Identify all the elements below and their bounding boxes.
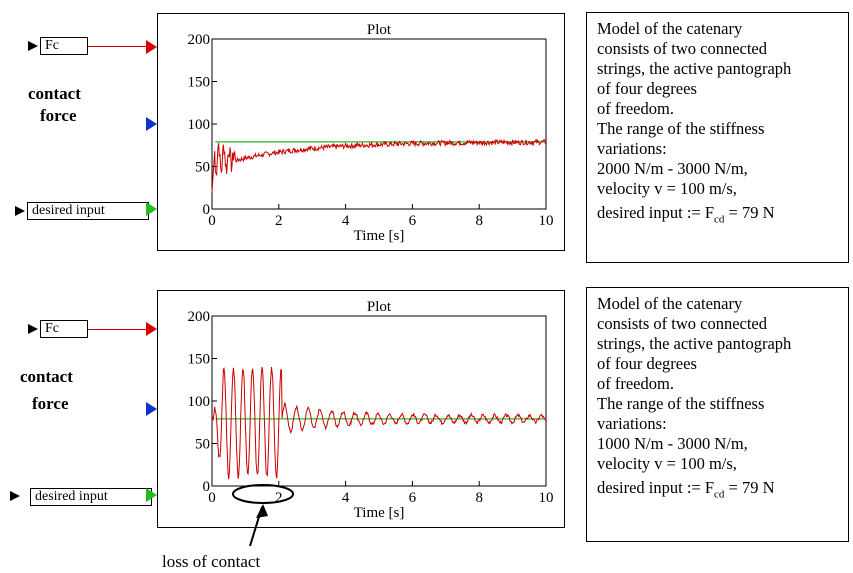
desc-line: of freedom. — [597, 374, 674, 393]
y-tick-label: 150 — [188, 352, 211, 368]
plot-area — [211, 38, 547, 210]
desc-line: The range of the stiffness — [597, 119, 765, 138]
x-tick-label: 6 — [409, 213, 417, 229]
desc-line: variations: — [597, 139, 667, 158]
x-axis-label: Time [s] — [354, 505, 405, 521]
fc-input-arrow-bottom — [28, 322, 40, 340]
desc-line: velocity v = 100 m/s, — [597, 179, 737, 198]
desired-input-arrow-bottom — [10, 489, 22, 507]
plot-svg-top: Plot 200 150 100 50 00 2 4 6 8 10 Time [s] — [188, 22, 554, 244]
y-tick-label: 200 — [188, 32, 211, 48]
desired-input-box-bottom[interactable]: desired input — [30, 488, 152, 506]
response-series-line — [211, 138, 547, 193]
fc-signal-box-top[interactable]: Fc — [40, 37, 88, 55]
x-tick-label: 2 — [275, 213, 283, 229]
x-tick-label: 0 — [208, 490, 216, 506]
desc-line: strings, the active pantograph — [597, 59, 792, 78]
loss-of-contact-ellipse — [232, 484, 294, 504]
x-tick-label: 6 — [409, 490, 417, 506]
y-tick-label: 150 — [188, 75, 211, 91]
desc-line: consists of two connected — [597, 314, 768, 333]
response-series-line — [211, 366, 547, 480]
desc-line: of four degrees — [597, 354, 697, 373]
fc-signal-box-bottom[interactable]: Fc — [40, 320, 88, 338]
plot-title: Plot — [367, 22, 392, 38]
fc-wire-top — [88, 46, 150, 47]
y-tick-label: 100 — [188, 394, 211, 410]
green-port-arrow-bottom — [146, 488, 158, 507]
plot-svg-bottom: Plot 200 150 100 50 00 2 4 6 8 10 Time [s] — [188, 299, 554, 521]
x-axis-label: Time [s] — [354, 228, 405, 244]
desc-line: 1000 N/m - 3000 N/m, — [597, 434, 748, 453]
desc-line: of freedom. — [597, 99, 674, 118]
desc-line: The range of the stiffness — [597, 394, 765, 413]
desc-line: of four degrees — [597, 79, 697, 98]
description-box-top: Model of the catenary consists of two co… — [586, 12, 849, 263]
force-label-bottom: force — [32, 394, 69, 413]
plot-panel-top: Plot 200 150 100 50 0 0 2 4 6 8 10 Time [s] — [157, 13, 565, 251]
desired-equation-bottom: desired input := Fcd = 79 N — [597, 478, 775, 501]
x-tick-label: 2 — [275, 490, 283, 506]
force-label-top: force — [40, 106, 77, 125]
loss-of-contact-arrowhead — [256, 504, 268, 518]
x-tick-label: 4 — [342, 213, 350, 229]
desc-line: consists of two connected — [597, 39, 768, 58]
desc-line: Model of the catenary — [597, 294, 743, 313]
green-port-arrow-top — [146, 202, 158, 221]
contact-label-top: contact — [28, 84, 81, 103]
plot-panel-bottom: Plot 200 150 100 50 0 0 2 4 6 8 10 Time [s] — [157, 290, 565, 528]
plot-title: Plot — [367, 299, 392, 315]
y-tick-label: 50 — [195, 437, 210, 453]
y-tick-label: 0 — [203, 479, 211, 495]
x-tick-label: 8 — [475, 213, 483, 229]
desired-equation-top: desired input := Fcd = 79 N — [597, 203, 775, 226]
desc-line: velocity v = 100 m/s, — [597, 454, 737, 473]
y-tick-label: 100 — [188, 117, 211, 133]
desired-input-arrow-top — [15, 204, 27, 222]
red-port-arrow-bottom — [146, 322, 158, 341]
fc-input-arrow-top — [28, 39, 40, 51]
y-tick-label: 200 — [188, 309, 211, 325]
desc-line: Model of the catenary — [597, 19, 743, 38]
desired-input-box-top[interactable]: desired input — [27, 202, 149, 220]
red-port-arrow-top — [146, 40, 158, 59]
desc-line: variations: — [597, 414, 667, 433]
desc-line: 2000 N/m - 3000 N/m, — [597, 159, 748, 178]
x-tick-label: 0 — [208, 213, 216, 229]
fc-wire-bottom — [88, 329, 150, 330]
contact-label-bottom: contact — [20, 367, 73, 386]
blue-port-arrow-top — [146, 117, 158, 136]
x-tick-label: 8 — [475, 490, 483, 506]
blue-port-arrow-bottom — [146, 402, 158, 421]
loss-of-contact-marker — [232, 484, 294, 547]
description-box-bottom: Model of the catenary consists of two co… — [586, 287, 849, 542]
desc-line: strings, the active pantograph — [597, 334, 792, 353]
y-tick-label: 0 — [203, 202, 211, 218]
y-tick-label: 50 — [195, 160, 210, 176]
loss-of-contact-label: loss of contact — [162, 552, 261, 571]
x-tick-label: 10 — [539, 490, 554, 506]
plot-area — [211, 315, 547, 487]
x-tick-label: 4 — [342, 490, 350, 506]
x-tick-label: 10 — [539, 213, 554, 229]
